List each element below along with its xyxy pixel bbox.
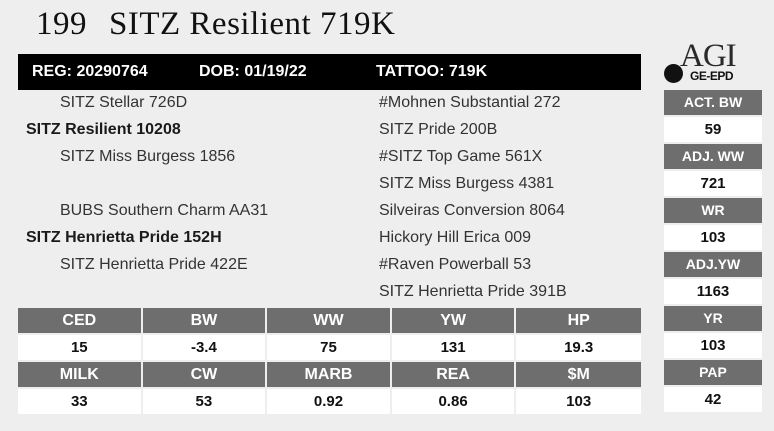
epd-header-marb: MARB xyxy=(267,362,392,389)
agi-ge-epd-logo: AGI GE-EPD xyxy=(664,38,764,86)
ancestor-2: SITZ Pride 200B xyxy=(379,121,498,138)
stat-value-yr: 103 xyxy=(664,333,762,358)
ancestor-7: #Raven Powerball 53 xyxy=(379,256,532,273)
epd-header-ww: WW xyxy=(267,308,392,335)
animal-name: SITZ Resilient 719K xyxy=(109,6,396,42)
epd-value-marb: 0.92 xyxy=(267,389,392,416)
epd-header-bw: BW xyxy=(142,308,268,335)
ancestor-4: SITZ Miss Burgess 4381 xyxy=(379,175,555,192)
epd-header-yw: YW xyxy=(391,308,517,335)
epd-header-hp: HP xyxy=(516,308,641,335)
epd-value-m-dollar: 103 xyxy=(516,389,641,416)
epd-value-milk: 33 xyxy=(18,389,143,416)
ancestor-1: #Mohnen Substantial 272 xyxy=(379,94,561,111)
epd-header-ced: CED xyxy=(18,308,143,335)
stat-value-act-bw: 59 xyxy=(664,117,762,142)
registration-bar: REG: 20290764 DOB: 01/19/22 TATTOO: 719K xyxy=(18,54,641,90)
lot-number: 199 xyxy=(36,6,87,42)
stat-value-adj-yw: 1163 xyxy=(664,279,762,304)
dam-sire: BUBS Southern Charm AA31 xyxy=(60,202,269,219)
logo-subtext: GE-EPD xyxy=(690,69,734,83)
epd-value-row: 15 -3.4 75 131 19.3 xyxy=(18,335,641,362)
stat-label-pap: PAP xyxy=(664,360,762,385)
stat-value-adj-ww: 721 xyxy=(664,171,762,196)
ancestor-5: Silveiras Conversion 8064 xyxy=(379,202,565,219)
stat-value-wr: 103 xyxy=(664,225,762,250)
epd-header-rea: REA xyxy=(391,362,517,389)
epd-header-cw: CW xyxy=(142,362,268,389)
stat-label-adj-ww: ADJ. WW xyxy=(664,144,762,169)
tattoo: TATTOO: 719K xyxy=(376,63,488,80)
dam: SITZ Henrietta Pride 152H xyxy=(26,229,222,246)
epd-value-yw: 131 xyxy=(391,335,517,362)
ancestor-6: Hickory Hill Erica 009 xyxy=(379,229,532,246)
stat-label-wr: WR xyxy=(664,198,762,223)
epd-value-rea: 0.86 xyxy=(391,389,517,416)
epd-header-m-dollar: $M xyxy=(516,362,641,389)
epd-table: CED BW WW YW HP 15 -3.4 75 131 19.3 MILK… xyxy=(18,308,641,416)
epd-header-row: CED BW WW YW HP xyxy=(18,308,641,335)
epd-header-row: MILK CW MARB REA $M xyxy=(18,362,641,389)
epd-header-milk: MILK xyxy=(18,362,143,389)
ancestor-8: SITZ Henrietta Pride 391B xyxy=(379,283,567,300)
date-of-birth: DOB: 01/19/22 xyxy=(199,63,307,80)
epd-value-hp: 19.3 xyxy=(516,335,641,362)
stat-value-pap: 42 xyxy=(664,387,762,412)
stat-label-adj-yw: ADJ.YW xyxy=(664,252,762,277)
side-stats: ACT. BW 59 ADJ. WW 721 WR 103 ADJ.YW 116… xyxy=(664,90,762,306)
lot-title: 199 SITZ Resilient 719K xyxy=(36,6,395,43)
logo-text: AGI xyxy=(680,38,737,74)
epd-value-row: 33 53 0.92 0.86 103 xyxy=(18,389,641,416)
dam-dam: SITZ Henrietta Pride 422E xyxy=(60,256,248,273)
logo-dot-icon xyxy=(664,64,683,83)
ancestor-3: #SITZ Top Game 561X xyxy=(379,148,543,165)
epd-value-ww: 75 xyxy=(267,335,392,362)
epd-value-ced: 15 xyxy=(18,335,143,362)
epd-value-bw: -3.4 xyxy=(142,335,268,362)
side-stats-lower: YR 103 PAP 42 xyxy=(664,306,762,414)
sire-dam: SITZ Miss Burgess 1856 xyxy=(60,148,236,165)
registration-number: REG: 20290764 xyxy=(32,63,148,80)
stat-label-yr: YR xyxy=(664,306,762,331)
sire: SITZ Resilient 10208 xyxy=(26,121,181,138)
sire-sire: SITZ Stellar 726D xyxy=(60,94,188,111)
stat-label-act-bw: ACT. BW xyxy=(664,90,762,115)
epd-value-cw: 53 xyxy=(142,389,268,416)
